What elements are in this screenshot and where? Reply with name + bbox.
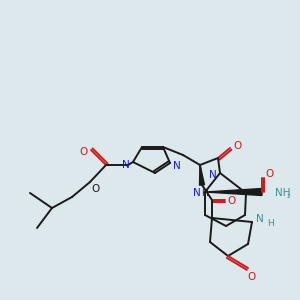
Text: O: O (79, 147, 87, 157)
Text: N: N (173, 161, 181, 171)
Text: N: N (209, 170, 217, 180)
Text: O: O (91, 184, 99, 194)
Text: O: O (233, 141, 241, 151)
Text: ₂: ₂ (287, 191, 291, 200)
Text: N: N (256, 214, 264, 224)
Text: O: O (247, 272, 255, 282)
Text: O: O (266, 169, 274, 179)
Text: N: N (193, 188, 201, 198)
Text: NH: NH (275, 188, 290, 198)
Text: N: N (122, 160, 130, 170)
Text: H: H (268, 218, 274, 227)
Text: O: O (228, 196, 236, 206)
Text: H: H (202, 188, 208, 197)
Polygon shape (205, 188, 262, 196)
Polygon shape (200, 165, 205, 185)
